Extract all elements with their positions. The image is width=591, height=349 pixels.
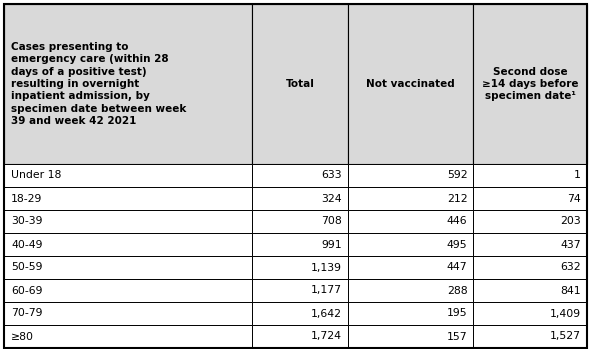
Text: 288: 288 <box>447 285 467 296</box>
Text: Second dose
≥14 days before
specimen date¹: Second dose ≥14 days before specimen dat… <box>482 67 579 102</box>
Bar <box>4 302 252 325</box>
Bar <box>4 256 252 279</box>
Bar <box>252 164 348 187</box>
Bar <box>348 4 473 164</box>
Bar <box>473 4 587 164</box>
Bar <box>348 302 473 325</box>
Bar <box>252 279 348 302</box>
Text: 74: 74 <box>567 193 581 203</box>
Bar <box>473 164 587 187</box>
Text: 1,724: 1,724 <box>311 332 342 342</box>
Text: 1,139: 1,139 <box>311 262 342 273</box>
Bar <box>473 210 587 233</box>
Text: 446: 446 <box>447 216 467 227</box>
Bar <box>473 279 587 302</box>
Bar <box>348 279 473 302</box>
Text: 70-79: 70-79 <box>11 309 43 319</box>
Bar <box>4 187 252 210</box>
Text: 157: 157 <box>447 332 467 342</box>
Text: 324: 324 <box>322 193 342 203</box>
Text: Cases presenting to
emergency care (within 28
days of a positive test)
resulting: Cases presenting to emergency care (with… <box>11 42 186 126</box>
Bar <box>473 325 587 348</box>
Bar <box>4 164 252 187</box>
Text: 1,177: 1,177 <box>311 285 342 296</box>
Text: 1: 1 <box>574 171 581 180</box>
Text: 1,409: 1,409 <box>550 309 581 319</box>
Text: 212: 212 <box>447 193 467 203</box>
Bar <box>252 4 348 164</box>
Bar <box>4 233 252 256</box>
Bar <box>348 256 473 279</box>
Bar <box>348 210 473 233</box>
Bar <box>252 325 348 348</box>
Bar <box>252 233 348 256</box>
Bar <box>4 210 252 233</box>
Bar <box>348 233 473 256</box>
Text: ≥80: ≥80 <box>11 332 34 342</box>
Text: Under 18: Under 18 <box>11 171 61 180</box>
Bar <box>473 302 587 325</box>
Text: 495: 495 <box>447 239 467 250</box>
Text: 1,642: 1,642 <box>311 309 342 319</box>
Bar <box>4 325 252 348</box>
Bar <box>252 256 348 279</box>
Text: 991: 991 <box>322 239 342 250</box>
Text: 195: 195 <box>447 309 467 319</box>
Text: 203: 203 <box>560 216 581 227</box>
Bar <box>473 187 587 210</box>
Bar <box>252 210 348 233</box>
Text: Total: Total <box>285 79 314 89</box>
Text: 437: 437 <box>560 239 581 250</box>
Text: 632: 632 <box>560 262 581 273</box>
Bar <box>473 233 587 256</box>
Text: 592: 592 <box>447 171 467 180</box>
Text: 60-69: 60-69 <box>11 285 43 296</box>
Text: 841: 841 <box>560 285 581 296</box>
Bar <box>4 4 252 164</box>
Text: 633: 633 <box>322 171 342 180</box>
Text: 1,527: 1,527 <box>550 332 581 342</box>
Text: Not vaccinated: Not vaccinated <box>366 79 455 89</box>
Bar <box>348 164 473 187</box>
Bar <box>348 187 473 210</box>
Text: 18-29: 18-29 <box>11 193 43 203</box>
Text: 447: 447 <box>447 262 467 273</box>
Text: 708: 708 <box>322 216 342 227</box>
Bar <box>252 302 348 325</box>
Bar <box>252 187 348 210</box>
Text: 30-39: 30-39 <box>11 216 43 227</box>
Bar <box>348 325 473 348</box>
Bar <box>473 256 587 279</box>
Bar <box>4 279 252 302</box>
Text: 50-59: 50-59 <box>11 262 43 273</box>
Text: 40-49: 40-49 <box>11 239 43 250</box>
